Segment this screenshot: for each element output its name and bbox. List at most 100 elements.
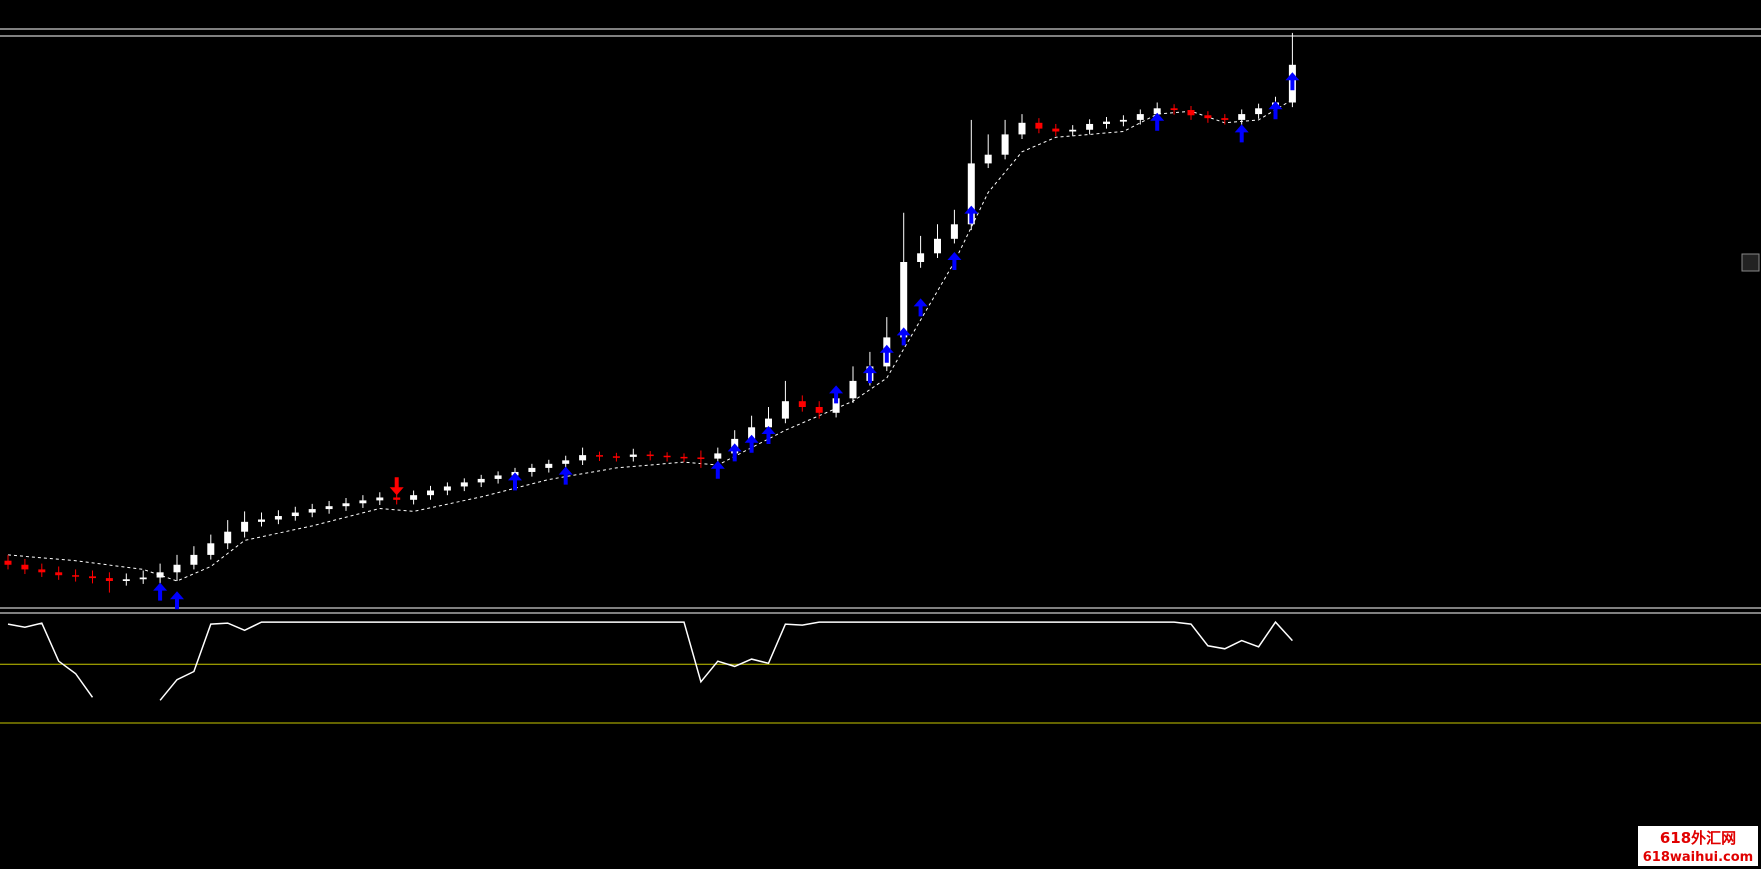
buy-arrow (727, 443, 742, 462)
candle-body (494, 475, 502, 479)
candle-body (410, 495, 418, 500)
watermark-url: 618waihui.com (1643, 850, 1753, 865)
candle-body (376, 497, 384, 501)
sell-arrow (389, 477, 404, 496)
candle-body (562, 460, 570, 464)
candle-body (528, 467, 536, 472)
candle-body (781, 401, 789, 419)
candle-body (1187, 110, 1195, 116)
candle-body (1238, 114, 1246, 120)
candle-body (274, 516, 282, 520)
candle-body (1018, 122, 1026, 135)
candle-body (38, 569, 46, 573)
candle-body (900, 262, 908, 338)
candle-body (139, 577, 147, 580)
candle-body (629, 454, 637, 457)
candle-body (832, 398, 840, 413)
candle-body (72, 575, 80, 577)
candle-body (1086, 123, 1094, 130)
candle-body (984, 154, 992, 164)
candle-body (224, 531, 232, 544)
oscillator-panel (0, 620, 1761, 724)
candle-body (325, 506, 333, 510)
buy-arrow (170, 591, 184, 610)
candle-body (55, 572, 63, 576)
buy-arrow (947, 252, 962, 270)
candle-body (663, 455, 671, 458)
candle-body (105, 578, 113, 581)
candle-body (849, 380, 857, 399)
oscillator-line (7, 620, 1293, 701)
candle-body (427, 490, 434, 496)
candle-body (714, 453, 722, 459)
candle-body (815, 407, 823, 413)
candle-body (308, 509, 316, 513)
candle-body (207, 543, 215, 555)
candle-body (173, 564, 181, 573)
buy-arrow (153, 582, 168, 601)
candle-body (680, 456, 688, 459)
buy-arrow (744, 434, 759, 453)
candle-body (1136, 114, 1144, 120)
candle-body (342, 503, 350, 507)
candle-body (697, 457, 705, 459)
candle-body (917, 253, 925, 262)
price-panel (4, 32, 1300, 610)
candle-body (393, 497, 401, 500)
candle-body (1255, 108, 1263, 115)
buy-arrow (896, 327, 911, 346)
candle-body (579, 455, 587, 461)
watermark-title: 618外汇网 (1660, 829, 1736, 847)
candle-body (950, 224, 958, 239)
watermark: 618外汇网 618waihui.com (1638, 826, 1758, 866)
candle-body (460, 482, 468, 487)
candle-body (1069, 129, 1077, 132)
buy-arrow (1150, 112, 1165, 131)
candle-body (545, 463, 553, 468)
candle-body (748, 427, 756, 439)
buy-arrow (558, 466, 573, 485)
candle-body (596, 455, 603, 457)
candle-body (612, 456, 620, 458)
candle-body (1153, 108, 1161, 115)
buy-arrow (761, 426, 776, 444)
buy-arrow (1268, 101, 1283, 120)
candle-body (1119, 119, 1127, 122)
candle-body (21, 564, 29, 570)
watermark-box (1638, 826, 1758, 866)
candle-body (1103, 121, 1110, 124)
candle-body (89, 576, 96, 579)
candle-body (291, 512, 299, 517)
buy-arrow (862, 365, 877, 384)
buy-arrow (879, 344, 894, 363)
buy-arrow (1285, 72, 1300, 91)
candle-body (258, 519, 265, 522)
candle-body (1035, 122, 1043, 129)
side-button[interactable] (1741, 253, 1760, 272)
candle-body (765, 418, 772, 428)
candle-body (646, 454, 654, 457)
buy-arrow (829, 385, 844, 404)
candle-body (477, 478, 485, 483)
candle-body (241, 521, 249, 532)
candle-body (359, 500, 367, 504)
candle-body (1001, 134, 1009, 155)
buy-arrow (710, 460, 725, 479)
candle-body (443, 486, 451, 491)
candle-body (1052, 128, 1060, 132)
candle-body (1170, 108, 1178, 111)
candle-body (967, 163, 975, 225)
candle-body (1204, 115, 1212, 119)
candle-body (190, 554, 198, 565)
candle-body (1221, 118, 1229, 120)
candle-body (122, 579, 130, 581)
candle-body (934, 238, 941, 254)
buy-arrow (913, 298, 928, 317)
candle-body (156, 572, 164, 578)
buy-arrow (964, 205, 979, 224)
candle-body (4, 560, 12, 565)
candle-body (798, 401, 806, 407)
buy-arrow (1234, 124, 1249, 143)
